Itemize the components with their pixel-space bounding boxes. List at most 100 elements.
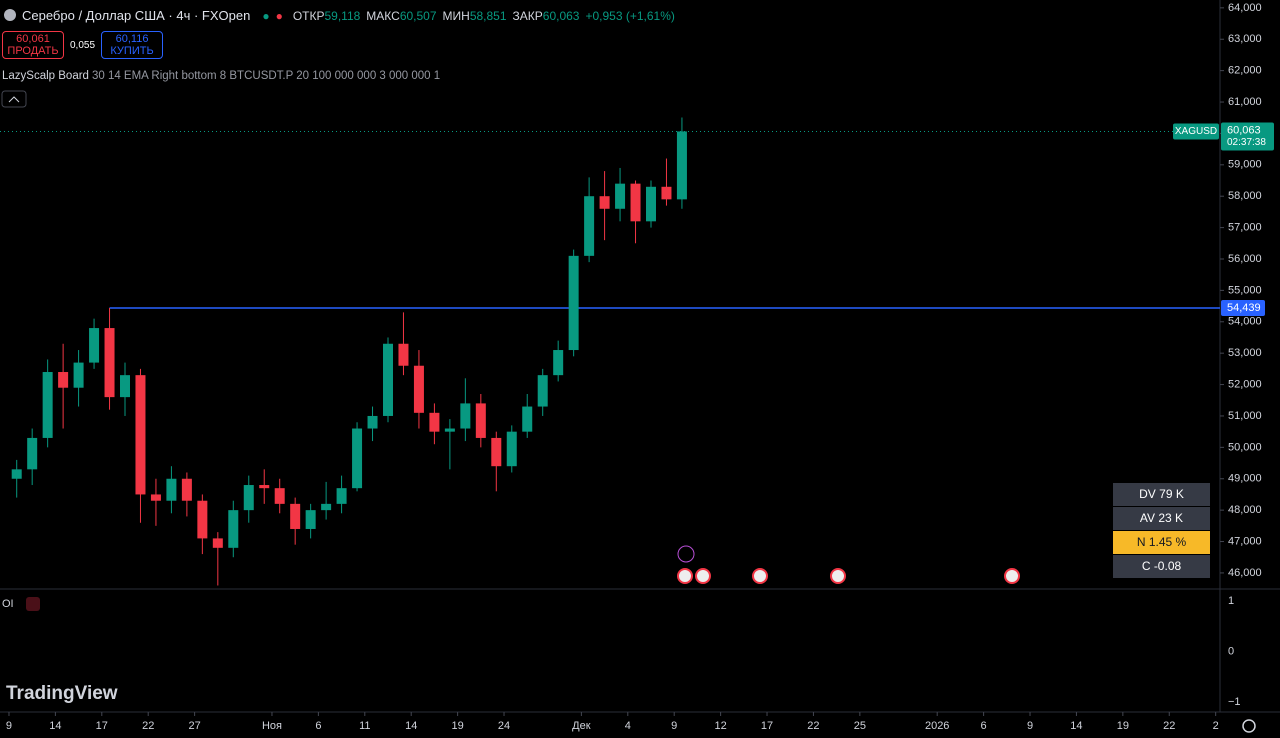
oi-tick-label: 1 <box>1228 595 1234 607</box>
y-tick-label: 54,000 <box>1228 316 1262 328</box>
candle-body <box>475 403 486 438</box>
y-tick-label: 48,000 <box>1228 504 1262 516</box>
y-tick-label: 59,000 <box>1228 159 1262 171</box>
price-box <box>1221 122 1274 151</box>
candle-body <box>398 343 409 366</box>
ohlc-label: МАКС <box>366 8 400 23</box>
x-tick-label: Ноя <box>262 720 282 732</box>
x-tick-label: 22 <box>807 720 819 732</box>
x-tick-label: 22 <box>142 720 154 732</box>
event-icon[interactable] <box>677 568 693 584</box>
x-tick-label: 9 <box>6 720 12 732</box>
indicator-name[interactable]: LazyScalp Board <box>2 70 89 82</box>
y-tick-label: 62,000 <box>1228 65 1262 77</box>
x-tick-label: 14 <box>405 720 417 732</box>
indicator-legend: LazyScalp Board 30 14 EMA Right bottom 8 … <box>2 70 440 82</box>
ohlc-value: 59,118 <box>324 8 361 23</box>
settings-icon[interactable] <box>1242 719 1256 733</box>
candle-body <box>197 500 208 539</box>
header: Серебро / Доллар США · 4ч · FXOpen ● ● О… <box>0 8 681 23</box>
collapse-button[interactable] <box>1 90 27 108</box>
x-tick-label: 17 <box>761 720 773 732</box>
x-tick-label: Дек <box>572 720 591 732</box>
candle-body <box>89 328 100 363</box>
sell-button[interactable]: 60,061 ПРОДАТЬ <box>2 31 64 59</box>
candle-body <box>367 415 378 429</box>
x-tick-label: 2026 <box>925 720 949 732</box>
y-tick-label: 53,000 <box>1228 347 1262 359</box>
event-icon[interactable] <box>695 568 711 584</box>
candle-body <box>321 503 332 511</box>
error-icon[interactable] <box>26 597 40 611</box>
candle-body <box>290 503 301 529</box>
symbol-icon <box>4 9 16 21</box>
x-tick-label: 14 <box>1070 720 1082 732</box>
candle-body <box>150 494 161 501</box>
ohlc-label: МИН <box>442 8 470 23</box>
chevron-icon <box>8 96 20 103</box>
candle-body <box>630 183 641 222</box>
candle-body <box>413 365 424 413</box>
candle-body <box>522 406 533 432</box>
status-dot: ● <box>262 8 270 23</box>
event-icon[interactable] <box>830 568 846 584</box>
y-tick-label: 64,000 <box>1228 2 1262 14</box>
candle-body <box>599 196 610 209</box>
y-tick-label: 55,000 <box>1228 284 1262 296</box>
symbol-title: Серебро / Доллар США · 4ч · FXOpen <box>22 8 251 23</box>
candle-body <box>506 431 517 467</box>
buy-label: КУПИТЬ <box>110 45 154 57</box>
board-row: AV 23 K <box>1113 507 1210 530</box>
x-tick-label: 11 <box>359 720 370 732</box>
ohlc-value: 58,851 <box>469 8 507 23</box>
x-tick-label: 19 <box>1117 720 1129 732</box>
candle-body <box>212 538 223 548</box>
y-tick-label: 50,000 <box>1228 441 1262 453</box>
x-tick-label: 6 <box>315 720 321 732</box>
candle-body <box>243 485 254 511</box>
y-tick-label: 63,000 <box>1228 33 1262 45</box>
candle-body <box>228 510 239 548</box>
oi-label: OI <box>2 598 14 610</box>
price-label: 60,063 <box>1227 124 1261 136</box>
candle-body <box>568 255 579 351</box>
board-row: C -0.08 <box>1113 555 1210 578</box>
candle-body <box>27 437 38 470</box>
event-icon[interactable] <box>677 545 695 563</box>
x-tick-label: 24 <box>498 720 510 732</box>
x-tick-label: 2 <box>1213 720 1219 732</box>
candle-body <box>444 428 455 432</box>
event-icon[interactable] <box>1004 568 1020 584</box>
status-dot: ● <box>275 8 283 23</box>
y-tick-label: 57,000 <box>1228 222 1262 234</box>
candle-body <box>259 485 270 489</box>
y-tick-label: 56,000 <box>1228 253 1262 265</box>
event-icon[interactable] <box>752 568 768 584</box>
x-tick-label: 9 <box>1027 720 1033 732</box>
x-tick-label: 22 <box>1163 720 1175 732</box>
ohlc-value: 60,063 <box>542 8 580 23</box>
ohlc-label: ОТКР <box>292 8 325 23</box>
ohlc-value: 60,507 <box>399 8 437 23</box>
y-tick-label: 49,000 <box>1228 473 1262 485</box>
symbol-label: XAGUSD <box>1175 126 1217 137</box>
ohlc-label: ЗАКР <box>512 8 543 23</box>
candle-body <box>661 186 672 200</box>
x-tick-label: 12 <box>714 720 726 732</box>
candle-body <box>537 375 548 407</box>
y-tick-label: 51,000 <box>1228 410 1262 422</box>
candle-body <box>352 428 363 489</box>
buy-button[interactable]: 60,116 КУПИТЬ <box>101 31 164 59</box>
candle-body <box>305 510 316 529</box>
spread: 0,055 <box>70 39 96 51</box>
y-tick-label: 61,000 <box>1228 96 1262 108</box>
x-tick-label: 25 <box>854 720 866 732</box>
candle-body <box>120 375 131 398</box>
candle-body <box>584 196 595 256</box>
candle-body <box>42 372 53 438</box>
x-tick-label: 9 <box>671 720 677 732</box>
candle-body <box>274 488 285 504</box>
